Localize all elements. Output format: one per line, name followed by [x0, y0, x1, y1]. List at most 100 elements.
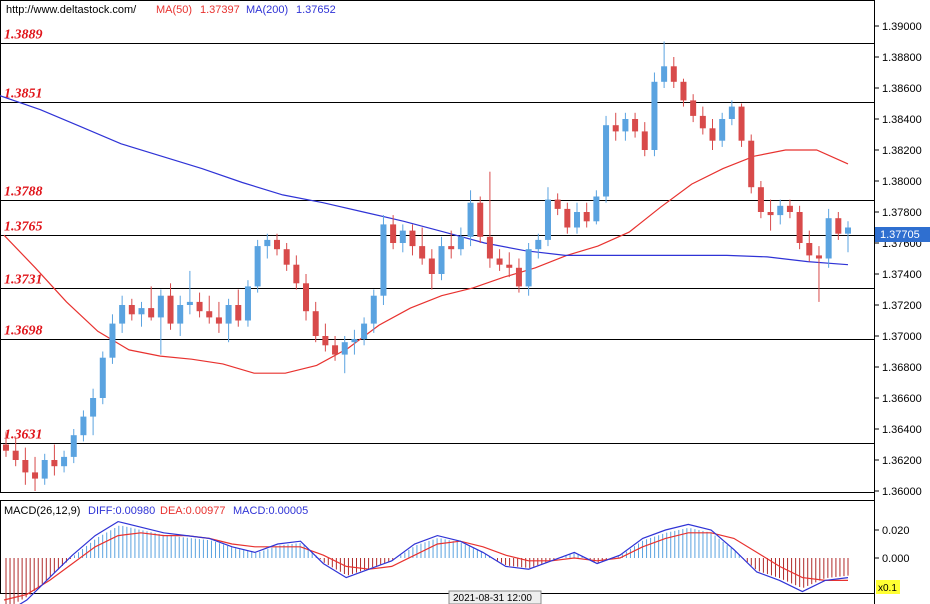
candle-up	[603, 125, 610, 197]
y-tick-label: 1.38200	[882, 145, 922, 157]
candle-down	[583, 212, 590, 222]
candle-up	[525, 249, 532, 287]
candle-down	[786, 205, 793, 212]
macd-tick-label: 0.000	[882, 553, 910, 565]
price-level-label: 1.3731	[4, 273, 43, 288]
candle-up	[661, 66, 668, 82]
candle-down	[196, 301, 203, 312]
candle-up	[351, 339, 358, 343]
macd-diff-value: DIFF:0.00980	[88, 505, 155, 517]
time-marker-box	[448, 590, 542, 604]
candle-up	[825, 218, 832, 259]
candle-down	[283, 249, 290, 265]
y-tick-label: 1.38800	[882, 52, 922, 64]
candle-up	[728, 106, 735, 119]
price-level-label: 1.3765	[4, 220, 43, 235]
candle-up	[244, 286, 251, 321]
candle-up	[99, 357, 106, 398]
candle-up	[138, 308, 145, 315]
ma50-label: MA(50)	[156, 4, 192, 16]
y-tick-label: 1.37800	[882, 207, 922, 219]
ma50-path	[3, 149, 849, 374]
candle-up	[467, 202, 474, 237]
candle-down	[322, 336, 329, 346]
candle-down	[506, 264, 513, 268]
y-tick-label: 1.39000	[882, 21, 922, 33]
candle-up	[119, 305, 126, 324]
candle-down	[738, 106, 745, 141]
macd-indicator: 0.020 0.000	[3, 520, 910, 604]
candle-down	[128, 305, 135, 315]
candle-up	[254, 246, 261, 287]
candle-down	[32, 472, 39, 479]
candle-down	[409, 230, 416, 247]
y-tick-label: 1.36400	[882, 424, 922, 436]
candle-up	[535, 239, 542, 250]
candle-down	[690, 100, 697, 116]
candle-up	[80, 416, 87, 436]
y-tick-label: 1.36000	[882, 486, 922, 498]
candle-down	[806, 243, 813, 256]
candle-down	[312, 311, 319, 336]
candle-down	[12, 450, 19, 460]
candle-up	[370, 295, 377, 324]
candle-down	[51, 460, 58, 467]
candle-down	[448, 246, 455, 250]
current-price-tag	[875, 227, 930, 242]
candle-up	[90, 398, 97, 417]
candle-up	[177, 305, 184, 324]
candle-down	[564, 208, 571, 228]
candle-up	[399, 230, 406, 243]
candle-down	[554, 199, 561, 209]
candle-up	[719, 119, 726, 141]
time-marker: 2021-08-31 12:00	[453, 593, 532, 604]
candle-down	[515, 267, 522, 287]
candle-down	[477, 202, 484, 237]
price-axis-ticks: 1.39000 1.38800 1.38600 1.38400 1.38200 1.380…	[874, 21, 922, 498]
macd-tick-label: 0.020	[882, 525, 910, 537]
ma50-line	[3, 149, 849, 374]
candle-down	[748, 140, 755, 188]
candle-up	[41, 460, 48, 479]
candle-up	[544, 199, 551, 240]
macd-value: MACD:0.00005	[233, 505, 308, 517]
candle-down	[215, 317, 222, 324]
candle-up	[341, 342, 348, 355]
y-tick-label: 1.37200	[882, 300, 922, 312]
macd-dea-value: DEA:0.00977	[160, 505, 225, 517]
candle-up	[186, 301, 193, 305]
price-level-label: 1.3698	[4, 324, 43, 339]
macd-scale-tag	[876, 580, 900, 594]
candle-down	[796, 212, 803, 243]
y-tick-label: 1.36600	[882, 393, 922, 405]
candle-down	[641, 131, 648, 150]
ma200-value: 1.37652	[296, 4, 336, 16]
macd-dea-line	[3, 532, 848, 601]
candle-down	[419, 246, 426, 259]
candle-down	[709, 128, 716, 141]
candlesticks	[3, 41, 851, 491]
candle-down	[303, 283, 310, 312]
candle-up	[457, 236, 464, 250]
candle-up	[264, 239, 271, 247]
macd-label: MACD(26,12,9)	[4, 505, 80, 517]
candle-down	[680, 81, 687, 101]
y-tick-label: 1.36800	[882, 362, 922, 374]
price-level-label: 1.3788	[4, 185, 43, 200]
candle-up	[361, 323, 368, 340]
support-resistance-levels: 1.3889 1.3851 1.3788 1.3765 1.3731 1.3698 1.36…	[0, 28, 874, 444]
candle-down	[815, 255, 822, 259]
candle-down	[390, 224, 397, 243]
source-url[interactable]: http://www.deltastock.com/	[6, 4, 137, 16]
macd-diff-line	[19, 520, 849, 604]
candle-up	[777, 205, 784, 216]
candle-down	[486, 236, 493, 259]
candle-down	[273, 239, 280, 250]
candle-up	[61, 456, 68, 467]
candle-up	[109, 323, 116, 358]
price-level-label: 1.3851	[4, 87, 43, 102]
ma50-value: 1.37397	[200, 4, 240, 16]
current-price-value: 1.37705	[880, 229, 920, 241]
candle-up	[651, 81, 658, 150]
ma200-path	[0, 95, 849, 266]
